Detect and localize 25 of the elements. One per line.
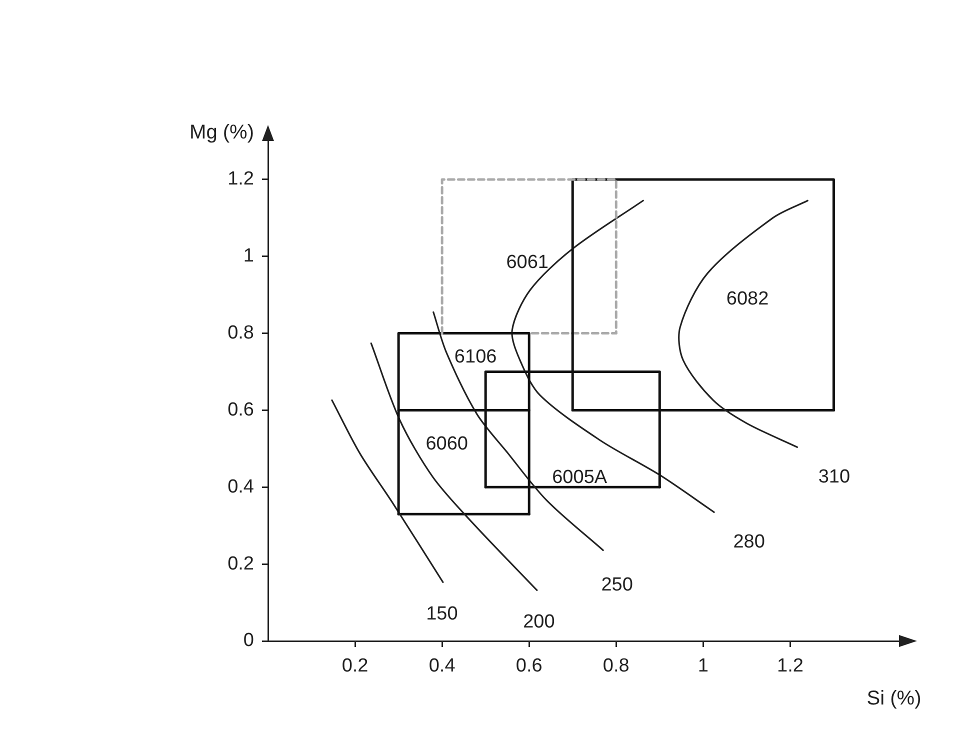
x-tick-label: 0.8 bbox=[602, 656, 630, 677]
x-tick-label: 0.2 bbox=[342, 656, 368, 677]
y-tick-label: 0 bbox=[243, 630, 254, 652]
x-tick-label: 1 bbox=[698, 656, 708, 677]
annotation: 6106 bbox=[454, 346, 497, 368]
y-tick-label: 1.2 bbox=[228, 168, 254, 190]
series-label: 310 bbox=[818, 466, 850, 488]
x-axis-title: Si (%) bbox=[866, 688, 922, 710]
series-label: 250 bbox=[601, 574, 633, 596]
series-label: 200 bbox=[523, 611, 555, 632]
x-tick-label: 1.2 bbox=[776, 656, 804, 677]
y-tick-label: 0.4 bbox=[228, 476, 254, 498]
series-label: 150 bbox=[426, 603, 458, 624]
annotation: 6082 bbox=[726, 288, 769, 310]
annotation: 6005A bbox=[552, 467, 608, 488]
annotation: 6061 bbox=[506, 252, 549, 273]
x-tick-label: 0.4 bbox=[428, 656, 456, 677]
y-tick-label: 1 bbox=[243, 246, 254, 267]
y-axis-title: Mg (%) bbox=[190, 122, 254, 144]
y-tick-label: 0.6 bbox=[228, 399, 254, 420]
y-tick-label: 0.8 bbox=[228, 322, 254, 344]
annotation: 6060 bbox=[426, 434, 468, 455]
series-label: 280 bbox=[733, 531, 765, 552]
y-tick-label: 0.2 bbox=[228, 553, 254, 574]
x-tick-label: 0.6 bbox=[516, 656, 542, 677]
